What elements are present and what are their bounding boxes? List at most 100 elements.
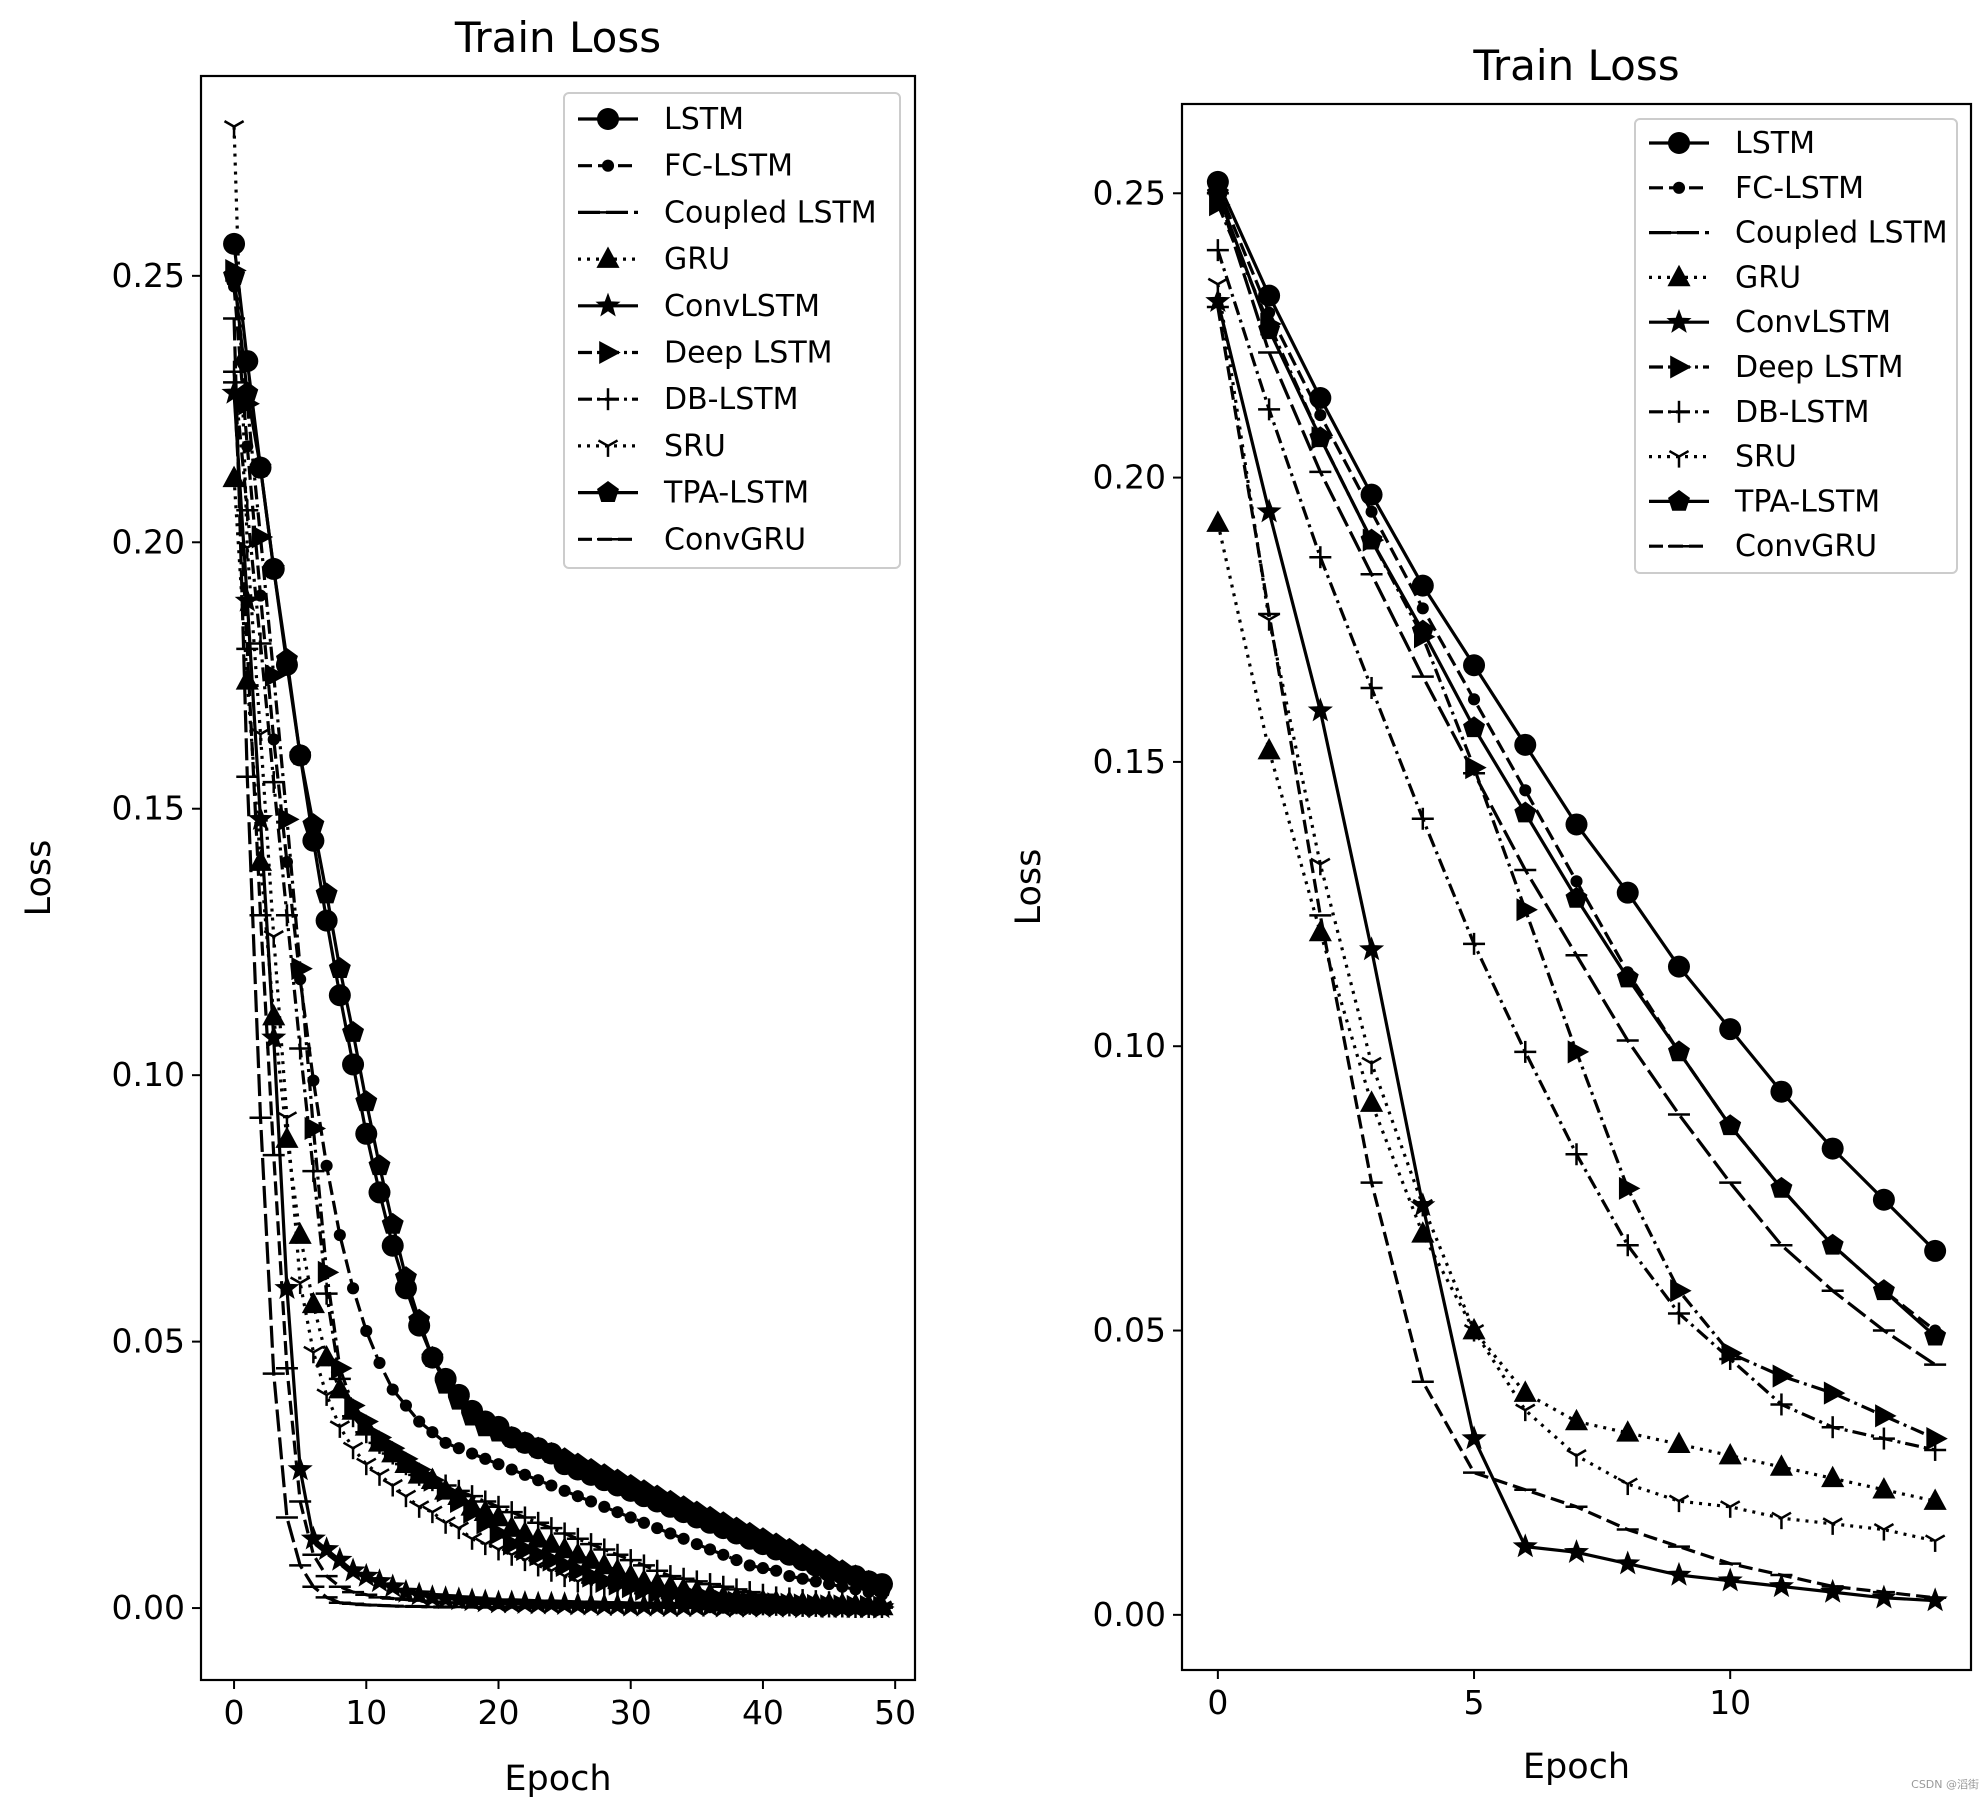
- chart-2-point-3-9: [1667, 1431, 1691, 1454]
- chart-1-point-8-11: [368, 1154, 391, 1176]
- chart-1-point-4-15: [419, 1584, 445, 1609]
- chart-2-point-5-12: [1823, 1381, 1846, 1405]
- chart-2-xtick-label-1: 5: [1464, 1683, 1485, 1722]
- chart-1-point-6-6: [302, 1160, 325, 1183]
- chart-1-point-1-40: [756, 1562, 769, 1575]
- chart-1-legend-label-0: LSTM: [664, 102, 744, 137]
- chart-1-line-3: [232, 478, 883, 1609]
- chart-2-point-7-13: [1873, 1522, 1895, 1541]
- chart-1-point-8-18: [461, 1404, 484, 1426]
- chart-2-point-3-2: [1308, 919, 1332, 942]
- chart-2-point-6-1: [1258, 398, 1281, 421]
- chart-1-point-1-20: [492, 1458, 505, 1471]
- chart-1-point-3-0: [222, 465, 246, 488]
- chart-2-point-6-9: [1667, 1302, 1690, 1325]
- chart-1-legend-marker-3: [596, 246, 620, 268]
- chart-2-point-0-4: [1411, 574, 1434, 597]
- chart-2-point-5-5: [1465, 756, 1487, 780]
- chart-2-point-7-6: [1515, 1403, 1536, 1422]
- chart-1-point-7-17: [448, 1521, 470, 1540]
- chart-1-point-1-43: [796, 1572, 809, 1585]
- chart-1-point-1-44: [809, 1575, 822, 1588]
- chart-2-legend-marker-0: [1668, 132, 1690, 154]
- chart-2-point-8-6: [1514, 801, 1537, 823]
- chart-2-point-8-1: [1258, 318, 1281, 340]
- chart-1-legend-label-3: GRU: [664, 242, 730, 277]
- chart-2-point-6-11: [1770, 1393, 1793, 1416]
- chart-1-legend-label-1: FC-LSTM: [664, 149, 793, 184]
- chart-1-point-4-11: [366, 1568, 393, 1593]
- chart-1-legend-marker-7: [597, 439, 619, 457]
- chart-2-ytick-label-1: 0.05: [1093, 1311, 1166, 1350]
- chart-1-legend-label-7: SRU: [664, 429, 726, 464]
- chart-1-point-1-25: [558, 1484, 571, 1497]
- chart-1-point-6-12: [381, 1442, 404, 1465]
- chart-1-ytick-label-4: 0.20: [112, 522, 185, 561]
- chart-2-series-tpa-lstm: [1206, 181, 1947, 1346]
- chart-1-point-8-12: [381, 1212, 404, 1234]
- chart-2-point-3-6: [1513, 1380, 1537, 1402]
- chart-1-point-3-26: [566, 1542, 590, 1564]
- chart-2-ytick-label-2: 0.10: [1093, 1026, 1166, 1065]
- chart-1-point-5-18: [463, 1500, 485, 1524]
- chart-1-point-1-26: [571, 1490, 584, 1503]
- chart-1-point-4-9: [340, 1557, 366, 1582]
- chart-2-line-3: [1216, 522, 1936, 1503]
- chart-1-point-8-17: [447, 1388, 470, 1410]
- chart-1-xtick-label-5: 50: [874, 1693, 916, 1732]
- chart-2-series-db-lstm: [1206, 239, 1947, 1461]
- chart-2-point-1-7: [1570, 875, 1583, 888]
- chart-1-legend-marker-5: [599, 340, 621, 365]
- chart-1-point-1-13: [399, 1399, 412, 1412]
- chart-2-plot-area: [1205, 170, 1948, 1612]
- chart-1-point-6-23: [527, 1511, 550, 1534]
- chart-2-point-1-6: [1519, 784, 1532, 797]
- chart-2-point-3-13: [1872, 1477, 1896, 1499]
- chart-1-point-6-17: [447, 1479, 470, 1502]
- chart-1-point-1-35: [690, 1538, 703, 1551]
- chart-1-point-5-29: [608, 1572, 631, 1596]
- chart-1-point-6-28: [593, 1538, 616, 1561]
- chart-1-point-7-12: [382, 1478, 403, 1497]
- chart-1-point-7-11: [369, 1468, 390, 1486]
- chart-2-point-4-10: [1717, 1567, 1743, 1592]
- chart-1-point-3-24: [539, 1531, 563, 1553]
- chart-1-point-1-32: [651, 1522, 664, 1535]
- chart-1-point-1-8: [333, 1228, 346, 1242]
- chart-2-point-8-12: [1821, 1233, 1844, 1255]
- chart-1-point-6-18: [461, 1485, 484, 1508]
- chart-2-legend-marker-5: [1670, 355, 1692, 379]
- chart-2-ytick-label-3: 0.15: [1093, 742, 1166, 781]
- chart-2-point-0-5: [1463, 654, 1486, 677]
- chart-1-point-4-7: [314, 1536, 340, 1561]
- chart-1-point-6-2: [249, 632, 272, 655]
- chart-2-legend-label-5: Deep LSTM: [1735, 350, 1904, 385]
- chart-1-point-1-21: [505, 1463, 518, 1476]
- chart-2-point-1-5: [1467, 693, 1481, 706]
- chart-2-point-3-1: [1257, 737, 1281, 760]
- chart-1-point-4-27: [578, 1591, 604, 1616]
- chart-2-xlabel: Epoch: [1523, 1747, 1630, 1787]
- chart-1-point-8-1: [236, 381, 259, 403]
- chart-1-point-6-32: [646, 1559, 669, 1582]
- chart-2-point-0-10: [1719, 1018, 1742, 1041]
- chart-2-point-8-14: [1924, 1324, 1947, 1346]
- chart-1-point-7-25: [554, 1569, 575, 1588]
- chart-2-point-8-3: [1360, 528, 1383, 550]
- chart-1-point-3-27: [579, 1547, 603, 1569]
- chart-2-point-3-8: [1616, 1420, 1640, 1442]
- chart-1-point-5-19: [476, 1511, 498, 1535]
- chart-1-point-6-22: [513, 1506, 536, 1529]
- chart-1-point-8-49: [870, 1575, 893, 1597]
- chart-2-xtick-label-0: 0: [1207, 1683, 1228, 1722]
- chart-1-point-4-12: [380, 1573, 406, 1598]
- chart-1-point-3-22: [513, 1520, 537, 1543]
- chart-2-point-4-5: [1461, 1425, 1487, 1450]
- chart-2-point-5-9: [1670, 1279, 1692, 1303]
- chart-1-point-5-5: [291, 957, 313, 981]
- chart-1-point-1-45: [823, 1578, 836, 1591]
- chart-1-point-4-1: [234, 587, 260, 612]
- chart-2-point-6-7: [1565, 1143, 1588, 1166]
- chart-1-point-1-19: [479, 1452, 492, 1465]
